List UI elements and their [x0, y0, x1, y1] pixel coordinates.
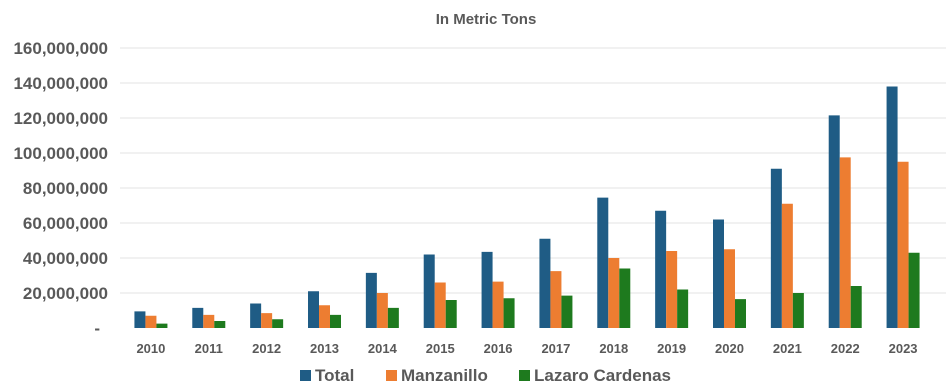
- x-tick-label: 2012: [252, 341, 281, 356]
- bar-lazaro-cardenas-2015: [445, 300, 457, 328]
- bar-total-2019: [655, 210, 667, 328]
- x-tick-label: 2011: [195, 341, 223, 356]
- legend-label-manzanillo: Manzanillo: [401, 366, 488, 385]
- bar-total-2017: [539, 238, 551, 328]
- bar-total-2015: [423, 254, 435, 328]
- y-tick-label: 80,000,000: [23, 179, 108, 198]
- bar-manzanillo-2011: [203, 314, 215, 328]
- x-tick-label: 2017: [541, 341, 570, 356]
- bar-total-2014: [365, 272, 377, 328]
- y-tick-label: 60,000,000: [23, 214, 108, 233]
- bar-manzanillo-2016: [492, 281, 504, 328]
- bar-manzanillo-2014: [376, 293, 388, 328]
- bar-total-2011: [192, 307, 204, 328]
- bar-manzanillo-2010: [145, 315, 157, 328]
- bar-manzanillo-2012: [261, 313, 273, 328]
- bar-lazaro-cardenas-2020: [735, 299, 746, 328]
- legend-swatch-total: [300, 370, 311, 381]
- x-tick-label: 2022: [831, 341, 860, 356]
- bar-total-2022: [828, 115, 840, 328]
- bar-manzanillo-2017: [550, 271, 562, 328]
- gridlines: [120, 47, 946, 294]
- bar-total-2013: [308, 291, 319, 328]
- bar-manzanillo-2022: [839, 157, 851, 328]
- bar-lazaro-cardenas-2017: [561, 295, 573, 328]
- bar-manzanillo-2013: [319, 305, 330, 328]
- y-tick-label: 100,000,000: [13, 144, 108, 163]
- x-tick-label: 2016: [484, 341, 513, 356]
- y-axis-ticks: - 20,000,000 40,000,000 60,000,000 80,000,00…: [13, 39, 108, 338]
- x-tick-label: 2019: [657, 341, 686, 356]
- x-axis-ticks: 2010 2011 2012 2013 2014 2015 2016 2017 2018 2019…: [136, 341, 917, 356]
- x-tick-label: 2013: [310, 341, 339, 356]
- legend-label-total: Total: [315, 366, 354, 385]
- bar-lazaro-cardenas-2013: [330, 314, 341, 328]
- bar-manzanillo-2015: [434, 282, 446, 328]
- y-tick-label: 20,000,000: [23, 284, 108, 303]
- bar-lazaro-cardenas-2016: [503, 298, 515, 328]
- bar-lazaro-cardenas-2023: [908, 252, 920, 328]
- bars: [134, 86, 920, 328]
- chart-title: In Metric Tons: [436, 11, 537, 28]
- bar-lazaro-cardenas-2018: [619, 268, 631, 328]
- bar-total-2012: [250, 303, 262, 328]
- bar-manzanillo-2023: [897, 161, 909, 328]
- y-tick-label: 140,000,000: [13, 74, 108, 93]
- x-tick-label: 2014: [368, 341, 398, 356]
- bar-lazaro-cardenas-2010: [156, 323, 168, 328]
- bar-lazaro-cardenas-2014: [387, 307, 399, 328]
- y-tick-label: 40,000,000: [23, 249, 108, 268]
- legend-swatch-manzanillo: [386, 370, 397, 381]
- y-tick-label: 160,000,000: [13, 39, 108, 58]
- bar-total-2010: [134, 311, 146, 328]
- legend: Total Manzanillo Lazaro Cardenas: [300, 366, 671, 385]
- bar-lazaro-cardenas-2022: [850, 286, 862, 328]
- bar-lazaro-cardenas-2021: [792, 293, 804, 328]
- legend-label-lazaro-cardenas: Lazaro Cardenas: [534, 366, 671, 385]
- legend-swatch-lazaro-cardenas: [519, 370, 530, 381]
- bar-total-2018: [597, 197, 609, 328]
- bar-total-2020: [713, 219, 724, 328]
- bar-total-2016: [481, 251, 493, 328]
- x-tick-label: 2018: [599, 341, 628, 356]
- bar-manzanillo-2018: [608, 258, 620, 328]
- bar-total-2023: [886, 86, 898, 328]
- bar-manzanillo-2021: [781, 203, 793, 328]
- bar-manzanillo-2019: [666, 251, 678, 328]
- y-tick-label: -: [94, 319, 100, 338]
- bar-lazaro-cardenas-2019: [677, 289, 689, 328]
- x-tick-label: 2021: [773, 341, 802, 356]
- bar-total-2021: [770, 168, 782, 328]
- bar-manzanillo-2020: [724, 249, 735, 328]
- x-tick-label: 2020: [715, 341, 744, 356]
- bar-lazaro-cardenas-2011: [214, 321, 226, 328]
- y-tick-label: 120,000,000: [13, 109, 108, 128]
- x-tick-label: 2015: [426, 341, 455, 356]
- bar-lazaro-cardenas-2012: [272, 319, 284, 328]
- x-tick-label: 2023: [889, 341, 918, 356]
- x-tick-label: 2010: [136, 341, 165, 356]
